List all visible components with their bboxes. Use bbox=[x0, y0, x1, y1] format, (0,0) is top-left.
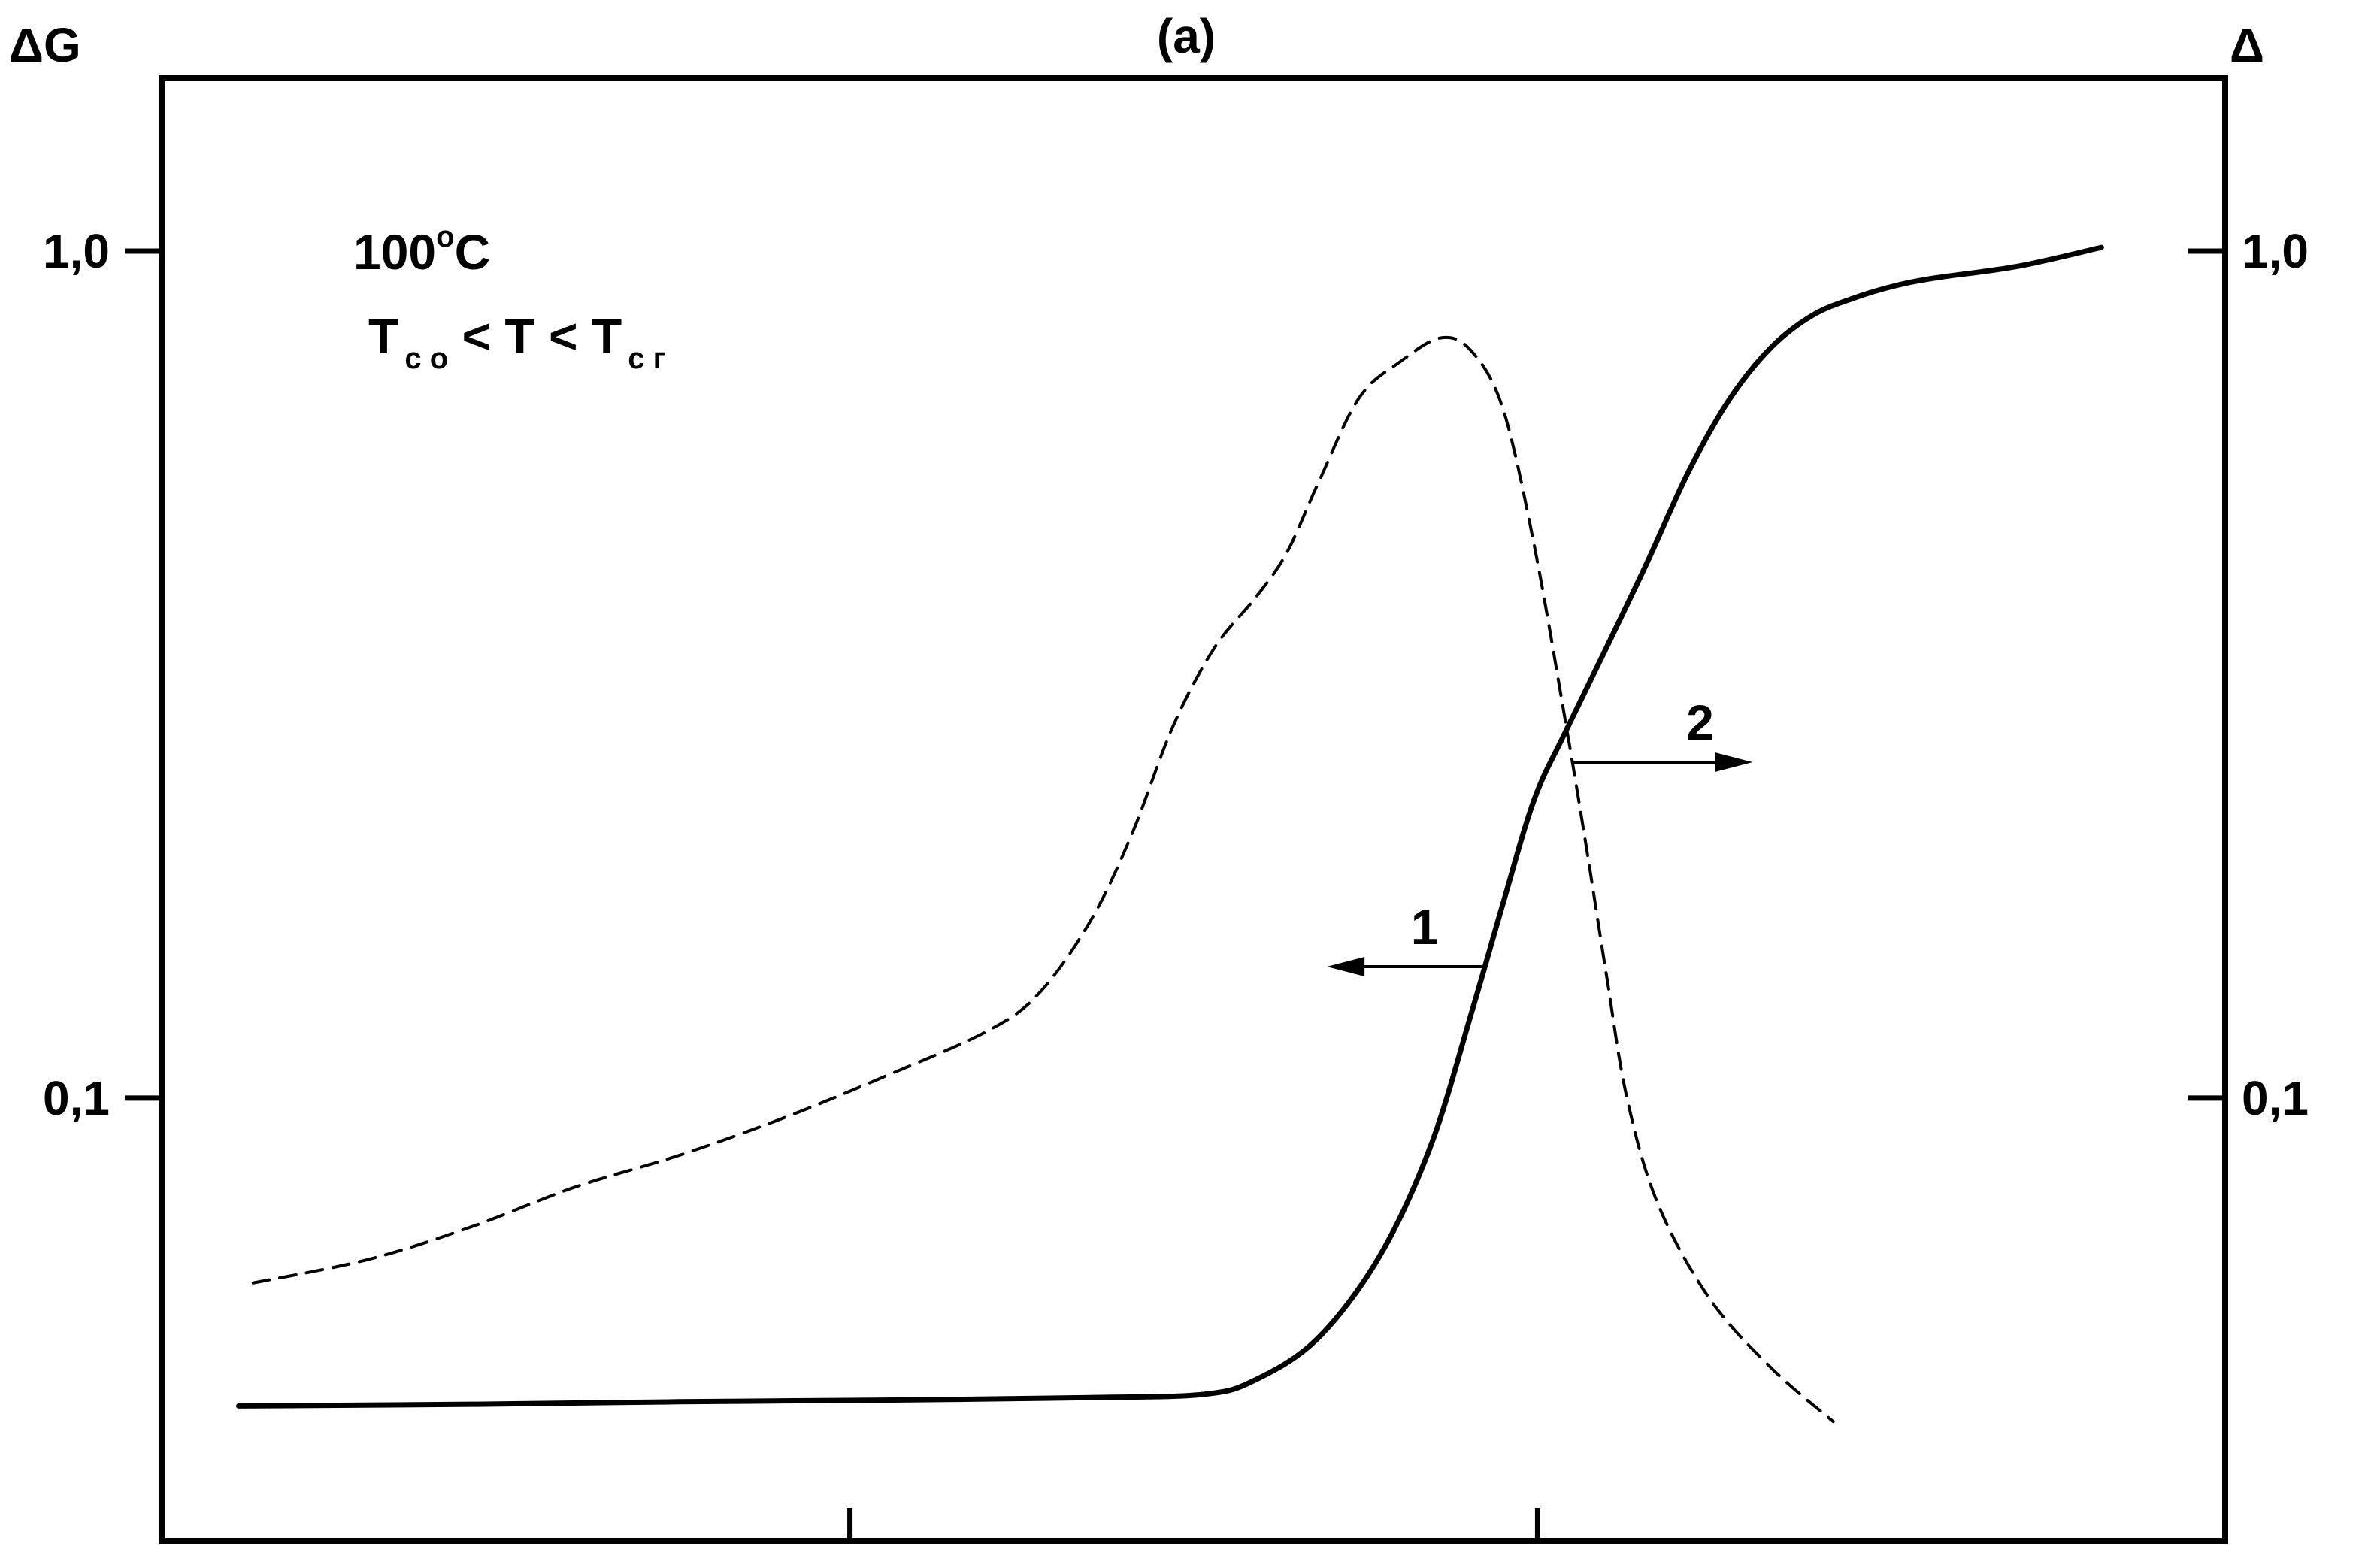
y-tick-label-right-1: 1,0 bbox=[2242, 224, 2309, 278]
curve-label-1-arrow-head bbox=[1327, 957, 1365, 976]
condition-t1: T bbox=[368, 308, 398, 364]
series-1-line bbox=[236, 244, 2104, 1409]
y-tick-label-left-1: 1,0 bbox=[43, 224, 110, 278]
y-tick-label-left-0: 0,1 bbox=[43, 1071, 110, 1125]
y-axis-left-title: ΔG bbox=[9, 18, 81, 72]
y-axis-right-title: Δ bbox=[2230, 18, 2264, 72]
temperature-annotation: 100oC bbox=[353, 220, 490, 280]
condition-sub2: c г bbox=[628, 342, 665, 375]
y-tick-label-right-0: 0,1 bbox=[2242, 1071, 2309, 1125]
curve-label-2: 2 bbox=[1686, 695, 1714, 750]
degree-mark: o bbox=[436, 220, 454, 253]
chart-title: (a) bbox=[1157, 9, 1216, 63]
curve-label-2-arrow-head bbox=[1715, 752, 1753, 772]
temperature-value: 100 bbox=[353, 224, 436, 280]
condition-mid: < T < bbox=[448, 308, 592, 364]
curve-label-1: 1 bbox=[1411, 899, 1439, 955]
condition-t2: T bbox=[592, 308, 622, 364]
plot-frame bbox=[159, 75, 2228, 1544]
series-2-line bbox=[251, 335, 1835, 1424]
temperature-unit: C bbox=[455, 224, 491, 280]
condition-sub1: c o bbox=[404, 342, 448, 375]
